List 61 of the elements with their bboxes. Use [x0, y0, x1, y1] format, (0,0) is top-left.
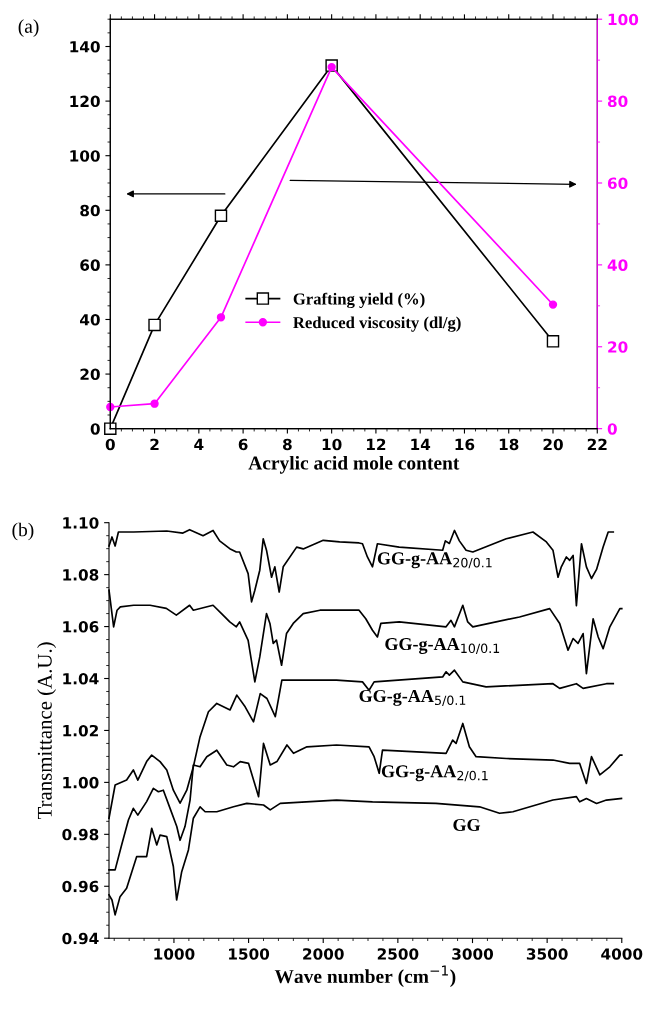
series-label: GG-g-AA$_{5/0.1}$	[359, 689, 466, 707]
x-tick-label: 20	[543, 438, 563, 451]
point	[148, 318, 161, 332]
point	[216, 313, 226, 322]
x-tick-label: 2	[150, 438, 159, 450]
y-tick-label: 0	[90, 423, 100, 435]
x-tick-label: 22	[587, 438, 607, 450]
y2-tick-label: 40	[607, 259, 628, 271]
point	[546, 335, 560, 348]
x-tick-label: 6	[238, 438, 248, 451]
y-tick-label: 40	[80, 313, 100, 326]
y-tick-label: 0.96	[62, 880, 99, 893]
legend-label: Reduced viscosity (dl/g)	[293, 316, 461, 332]
series-label: GG-g-AA$_{2/0.1}$	[381, 765, 488, 782]
y-tick-label: 1.08	[63, 569, 99, 581]
series-label: GG-g-AA$_{10/0.1}$	[385, 637, 500, 655]
y-tick-label: 1.10	[63, 517, 99, 529]
x-tick-label: 4	[194, 438, 204, 450]
point	[214, 209, 228, 222]
x-tick-label: 8	[283, 438, 292, 451]
x-tick-label: 3500	[526, 948, 568, 960]
x-tick-label: 0	[105, 438, 115, 451]
y-tick-label: 1.06	[63, 621, 99, 633]
series-label: GG	[453, 818, 481, 832]
y-tick-label: 100	[70, 150, 100, 162]
x-tick-label: 4000	[601, 948, 643, 960]
x-tick-label: 3000	[452, 948, 494, 960]
y2-tick-label: 20	[608, 341, 628, 353]
x-tick-label: 16	[455, 438, 475, 451]
x-tick-label: 12	[367, 438, 386, 450]
y-tick-label: 20	[80, 368, 100, 381]
x-tick-label: 2500	[377, 948, 419, 960]
y-axis-title: Transmittance (A.U.)	[37, 642, 57, 820]
x-tick-label: 18	[499, 438, 519, 451]
x-tick-label: 14	[411, 438, 431, 450]
x-tick-label: 1000	[154, 948, 195, 960]
x-axis-title: Acrylic acid mole content	[248, 455, 460, 474]
x-tick-label: 2000	[303, 948, 344, 960]
y2-tick-label: 60	[607, 177, 628, 190]
y-tick-label: 1.02	[63, 724, 98, 737]
y-tick-label: 0.98	[62, 828, 99, 841]
y-tick-label: 140	[70, 40, 100, 53]
series-label: GG-g-AA$_{20/0.1}$	[377, 552, 492, 569]
point	[548, 300, 558, 309]
x-axis-title: Wave number (cm$^{−1}$)	[274, 965, 456, 987]
chart-title: (b)	[12, 522, 34, 541]
y-tick-label: 1.04	[63, 672, 99, 685]
point	[104, 422, 117, 435]
y2-tick-label: 0	[607, 423, 617, 435]
y-tick-label: 0.94	[62, 932, 99, 945]
point	[150, 399, 159, 408]
y-tick-label: 1.00	[63, 776, 99, 789]
x-tick-label: 10	[322, 438, 342, 451]
y-tick-label: 60	[80, 259, 100, 271]
y-tick-label: 120	[70, 95, 100, 108]
y2-tick-label: 80	[607, 95, 628, 108]
y-tick-label: 80	[80, 204, 100, 217]
x-tick-label: 1500	[229, 948, 270, 960]
legend-label: Grafting yield (%)	[293, 292, 425, 309]
y2-tick-label: 100	[608, 13, 639, 26]
chart-title: (a)	[18, 19, 39, 37]
